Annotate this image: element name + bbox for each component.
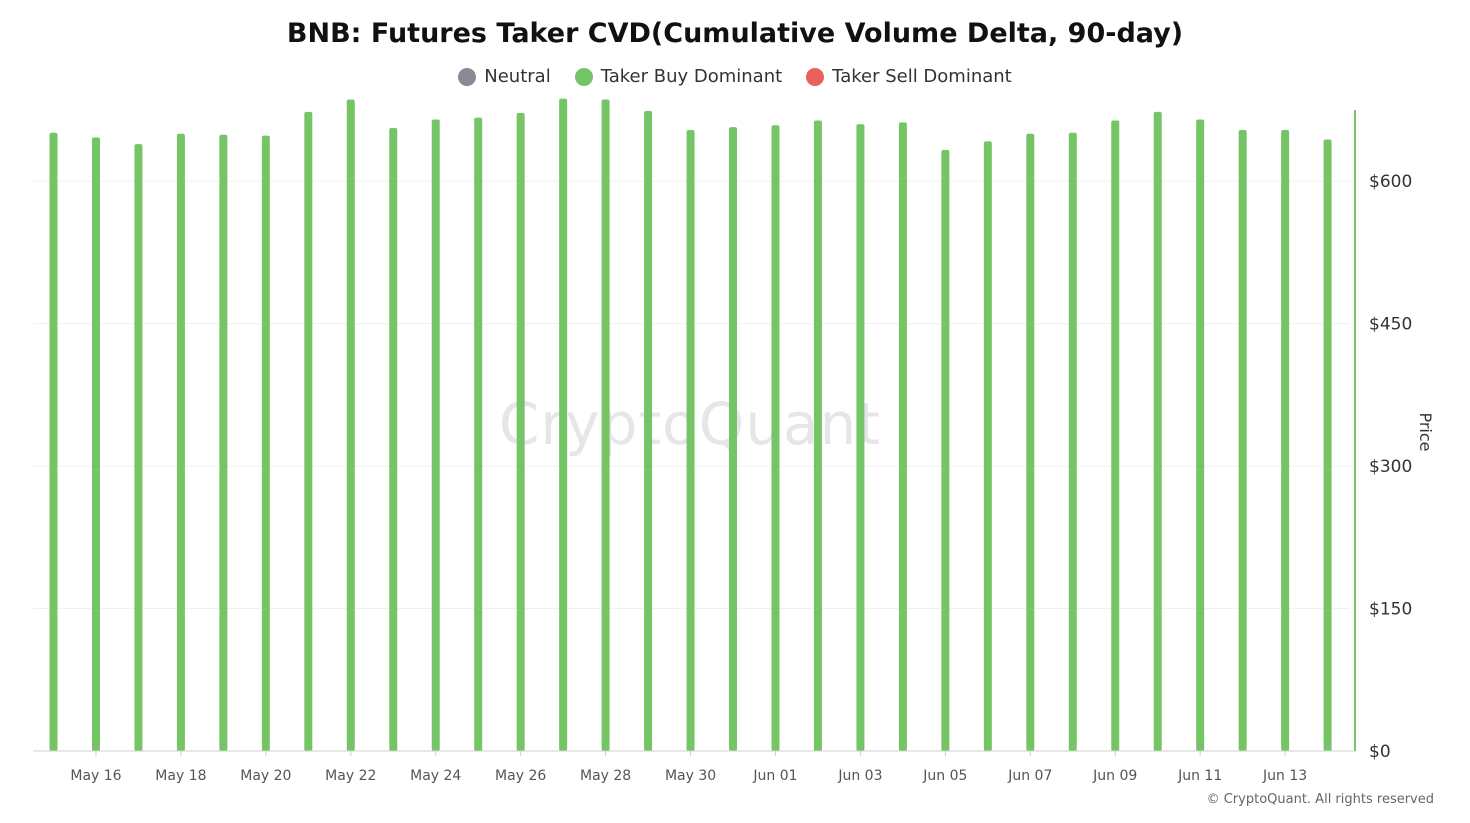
bar-layer: [49, 98, 1332, 752]
x-tick-label: May 26: [495, 768, 546, 784]
y-axis-label: Price: [1416, 412, 1435, 451]
bar[interactable]: [346, 99, 355, 751]
x-tick-label: Jun 13: [1262, 768, 1307, 784]
x-tick-label: Jun 09: [1092, 768, 1137, 784]
x-tick-label: May 16: [70, 768, 121, 784]
x-tick-label: May 24: [410, 768, 461, 784]
bar[interactable]: [219, 134, 228, 751]
legend-label-neutral: Neutral: [484, 66, 551, 87]
x-tick-label: May 22: [325, 768, 376, 784]
bar[interactable]: [91, 137, 100, 752]
x-tick-label: May 20: [240, 768, 291, 784]
legend-label-taker-sell: Taker Sell Dominant: [832, 66, 1012, 87]
x-tick-label: Jun 01: [752, 768, 797, 784]
chart-title: BNB: Futures Taker CVD(Cumulative Volume…: [286, 18, 1184, 49]
x-tick-label: Jun 11: [1177, 768, 1222, 784]
x-tick-label: May 28: [580, 768, 631, 784]
y-tick-label: $600: [1369, 172, 1412, 192]
y-tick-label: $150: [1369, 600, 1412, 620]
bar[interactable]: [1111, 120, 1120, 751]
bar[interactable]: [686, 129, 695, 752]
bar[interactable]: [49, 132, 58, 751]
bar[interactable]: [1068, 132, 1077, 751]
bar[interactable]: [134, 144, 143, 752]
taker-buy-dot-icon: [574, 67, 593, 86]
y-tick-label: $300: [1369, 457, 1412, 477]
bar[interactable]: [389, 128, 398, 751]
legend-label-taker-buy: Taker Buy Dominant: [600, 66, 783, 87]
bar[interactable]: [941, 149, 950, 751]
legend: Neutral Taker Buy Dominant Taker Sell Do…: [0, 66, 1470, 87]
x-tick-label: Jun 05: [922, 768, 967, 784]
x-tick-label: May 30: [665, 768, 716, 784]
x-tick-label: May 18: [155, 768, 206, 784]
bar[interactable]: [771, 125, 780, 751]
bar[interactable]: [516, 112, 525, 752]
bar[interactable]: [644, 110, 653, 751]
bar[interactable]: [474, 117, 483, 751]
legend-item-taker-buy[interactable]: Taker Buy Dominant: [574, 66, 783, 87]
bar[interactable]: [261, 135, 270, 751]
y-tick-label: $450: [1369, 315, 1412, 335]
bar[interactable]: [983, 141, 992, 752]
axis-layer: $0 $150 $300 $450 $600 Price May 16 May 18 May 2…: [33, 110, 1435, 784]
bar[interactable]: [856, 124, 865, 751]
bar[interactable]: [431, 119, 440, 752]
x-tick-label: Jun 03: [837, 768, 882, 784]
bar[interactable]: [1153, 111, 1162, 751]
legend-item-taker-sell[interactable]: Taker Sell Dominant: [806, 66, 1012, 87]
bar[interactable]: [813, 120, 822, 751]
bar[interactable]: [1026, 133, 1035, 752]
bar[interactable]: [1323, 139, 1332, 751]
bar[interactable]: [176, 133, 185, 752]
neutral-dot-icon: [458, 67, 477, 86]
bar[interactable]: [729, 127, 738, 752]
legend-item-neutral[interactable]: Neutral: [458, 66, 551, 87]
bar[interactable]: [1196, 119, 1205, 752]
copyright-notice: © CryptoQuant. All rights reserved: [1206, 792, 1434, 807]
y-tick-label: $0: [1369, 742, 1391, 762]
bar[interactable]: [559, 98, 568, 752]
taker-sell-dot-icon: [806, 67, 825, 86]
bar[interactable]: [898, 122, 907, 751]
x-tick-label: Jun 07: [1007, 768, 1052, 784]
bar[interactable]: [304, 111, 313, 751]
bar[interactable]: [1238, 129, 1247, 752]
bar[interactable]: [1281, 129, 1290, 752]
bar[interactable]: [601, 99, 610, 751]
